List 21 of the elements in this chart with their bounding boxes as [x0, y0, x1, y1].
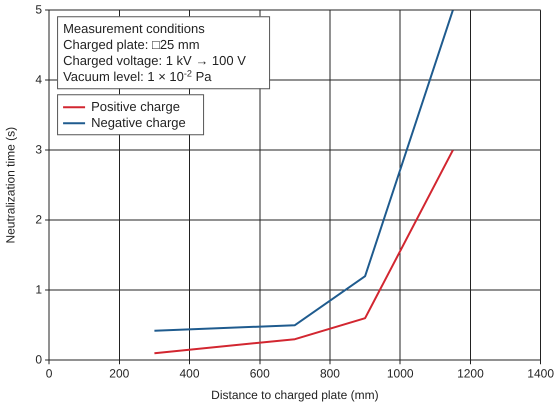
y-tick-label: 1	[35, 282, 42, 297]
annotation: Charged voltage: 1 kV → 100 V	[63, 53, 246, 68]
x-tick-label: 1000	[386, 366, 414, 381]
x-tick-label: 1400	[527, 366, 554, 381]
legend-label: Positive charge	[91, 99, 180, 114]
x-tick-label: 600	[250, 366, 270, 381]
x-tick-label: 1200	[457, 366, 484, 381]
legend-label: Negative charge	[91, 115, 186, 130]
y-tick-label: 2	[35, 212, 42, 227]
y-tick-label: 3	[35, 142, 42, 157]
x-tick-label: 400	[180, 366, 200, 381]
x-tick-label: 800	[320, 366, 340, 381]
y-axis-title: Neutralization time (s)	[4, 126, 18, 244]
y-tick-label: 0	[35, 352, 42, 367]
y-tick-label: 5	[35, 2, 42, 17]
x-tick-label: 200	[109, 366, 130, 381]
annotation: Charged plate: □25 mm	[63, 37, 200, 52]
annotation: Measurement conditions	[63, 21, 206, 36]
y-tick-label: 4	[35, 72, 42, 87]
x-axis-title: Distance to charged plate (mm)	[211, 388, 379, 402]
x-tick-label: 0	[46, 366, 53, 381]
